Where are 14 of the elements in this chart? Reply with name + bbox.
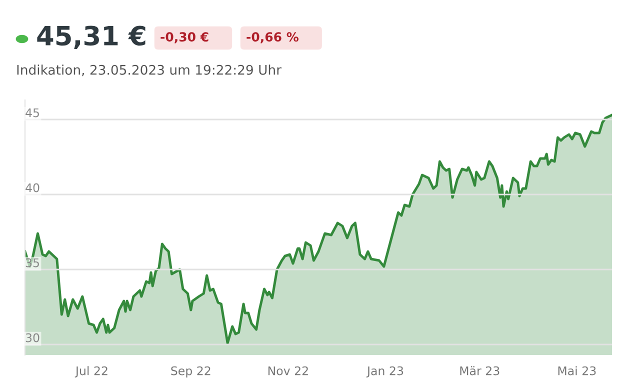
- x-tick-label: Jul 22: [74, 366, 108, 378]
- y-tick-label: 30: [26, 333, 40, 342]
- x-tick-label: Sep 22: [171, 366, 210, 378]
- x-tick-label: Mai 23: [558, 366, 596, 376]
- x-tick-label: Nov 22: [268, 366, 308, 376]
- x-tick-label: Mär 23: [460, 366, 500, 376]
- y-tick-label: 45: [26, 108, 39, 118]
- y-tick-label: 35: [26, 258, 39, 268]
- chart-title: 45,31 €: [37, 26, 146, 50]
- y-tick-label: 40: [26, 183, 40, 192]
- x-tick-label: Jan 23: [366, 366, 404, 378]
- text: -0,66 %: [246, 32, 299, 44]
- text: -0,30 €: [160, 32, 208, 44]
- chart-subtitle: Indikation, 23.05.2023 um 19:22:29 Uhr: [17, 64, 282, 76]
